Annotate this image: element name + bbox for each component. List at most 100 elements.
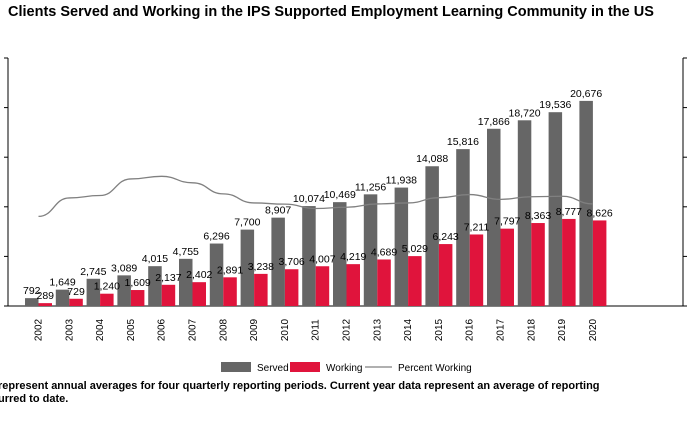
bar-served <box>363 194 378 306</box>
bar-working <box>130 290 145 306</box>
x-tick-label: 2012 <box>342 318 353 341</box>
x-tick-label: 2015 <box>434 318 445 341</box>
data-label-served: 11,938 <box>386 175 417 187</box>
bar-served <box>271 217 285 306</box>
data-label-served: 17,866 <box>478 116 510 128</box>
bar-served <box>456 149 470 306</box>
legend-swatch-served <box>221 362 251 372</box>
bar-served <box>333 202 347 306</box>
data-label-working: 1,240 <box>94 281 120 293</box>
bar-working <box>562 218 576 306</box>
bar-served <box>240 229 255 306</box>
bars <box>25 100 607 307</box>
legend-swatch-working <box>290 362 320 372</box>
data-label-working: 7,797 <box>494 216 520 228</box>
data-label-working: 2,891 <box>217 264 243 276</box>
data-label-served: 19,536 <box>539 99 571 111</box>
x-tick-label: 2005 <box>126 318 137 341</box>
data-label-served: 4,755 <box>173 246 199 258</box>
data-label-working: 8,777 <box>556 206 582 218</box>
data-label-served: 11,256 <box>355 181 386 193</box>
line-layer <box>38 175 593 218</box>
data-label-working: 1,609 <box>125 277 151 289</box>
data-label-working: 4,689 <box>371 246 397 258</box>
legend-label-working: Working <box>326 363 363 374</box>
chart-title: Clients Served and Working in the IPS Su… <box>8 4 654 20</box>
data-label-working: 8,363 <box>525 210 551 222</box>
data-label-served: 14,088 <box>416 153 448 165</box>
x-tick-label: 2020 <box>588 318 599 341</box>
data-label-served: 18,720 <box>508 107 540 119</box>
bar-working <box>592 220 607 306</box>
data-label-served: 20,676 <box>570 88 602 100</box>
data-label-working: 6,243 <box>433 231 459 243</box>
data-label-served: 7,700 <box>234 217 260 229</box>
data-label-served: 15,816 <box>447 136 479 148</box>
bar-served <box>425 166 439 306</box>
x-tick-label: 2019 <box>557 318 568 341</box>
x-tick-label: 2017 <box>496 318 507 341</box>
bar-working <box>161 284 176 306</box>
x-tick-labels: 2002 2003 2004 2005 2006 2007 2008 2009 2010 2011… <box>34 318 599 341</box>
bar-served <box>148 266 162 306</box>
percent-working-line <box>38 175 593 218</box>
data-label-working: 2,402 <box>186 269 212 281</box>
x-tick-label: 2004 <box>95 318 106 341</box>
x-tick-label: 2007 <box>188 318 199 341</box>
bar-working <box>346 264 360 306</box>
legend: Served Working Percent Working <box>221 362 472 374</box>
data-label-served: 792 <box>23 285 41 297</box>
data-label-served: 1,649 <box>49 277 75 289</box>
bar-working <box>469 234 484 306</box>
bar-served <box>302 206 316 306</box>
data-label-working: 3,238 <box>248 261 274 273</box>
bar-served <box>25 298 39 306</box>
bar-working <box>69 298 83 306</box>
data-label-served: 10,074 <box>293 193 325 205</box>
bar-served <box>117 275 131 306</box>
bar-working <box>315 266 330 306</box>
bar-working <box>223 277 237 306</box>
bar-working <box>531 223 545 306</box>
data-label-working: 5,029 <box>402 243 428 255</box>
x-tick-label: 2003 <box>64 318 75 341</box>
bar-working <box>284 269 299 306</box>
bar-working <box>38 303 52 306</box>
x-tick-label: 2016 <box>465 318 476 341</box>
bar-working <box>100 293 114 306</box>
bar-served <box>394 187 409 306</box>
bar-served <box>487 128 501 306</box>
data-label-working: 7,211 <box>464 221 490 233</box>
data-label-working: 4,007 <box>309 253 335 265</box>
data-label-working: 729 <box>67 286 85 298</box>
x-tick-label: 2014 <box>403 318 414 341</box>
data-label-working: 289 <box>36 290 54 302</box>
footnote: represent annual averages for four quart… <box>0 380 700 406</box>
bar-working <box>192 282 206 306</box>
footnote-line-1: represent annual averages for four quart… <box>0 380 600 392</box>
x-tick-label: 2018 <box>526 318 537 341</box>
x-tick-label: 2008 <box>218 318 229 341</box>
data-label-served: 3,089 <box>111 262 137 274</box>
bar-served <box>209 243 224 306</box>
data-label-working: 3,706 <box>279 256 305 268</box>
bar-served <box>548 112 563 306</box>
bar-served <box>179 258 193 306</box>
x-tick-label: 2011 <box>311 319 322 341</box>
x-tick-label: 2013 <box>372 318 383 341</box>
data-label-served: 2,745 <box>80 266 106 278</box>
x-tick-label: 2010 <box>280 318 291 341</box>
bar-working <box>438 244 453 306</box>
bar-working <box>377 259 391 306</box>
bar-served <box>517 120 532 306</box>
bar-served <box>86 278 101 306</box>
x-tick-label: 2006 <box>157 318 168 341</box>
data-label-served: 6,296 <box>203 231 229 243</box>
x-tick-label: 2009 <box>249 318 260 341</box>
bar-working <box>500 228 514 306</box>
bar-working <box>408 256 422 306</box>
x-tick-label: 2002 <box>34 318 45 341</box>
data-label-working: 2,137 <box>155 272 181 284</box>
